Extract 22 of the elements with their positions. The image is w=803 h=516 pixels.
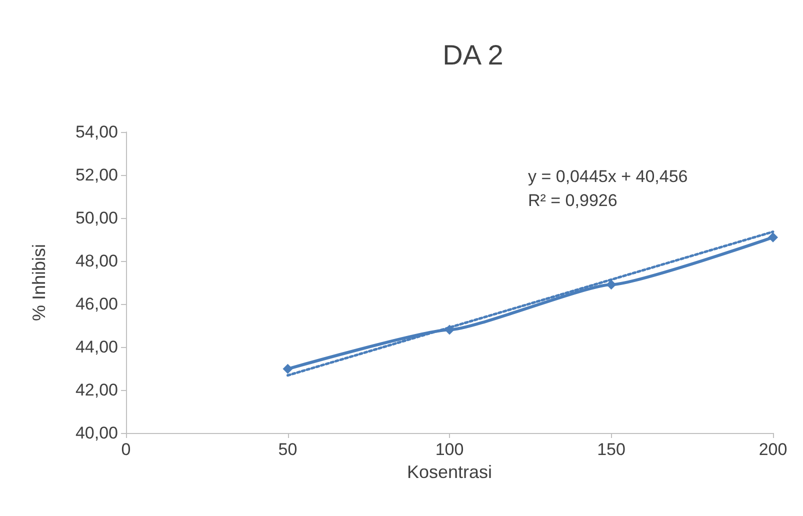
x-tick-label: 0 xyxy=(121,440,131,459)
point xyxy=(606,280,616,290)
y-tick-label: 54,00 xyxy=(75,122,118,142)
y-tick-label: 44,00 xyxy=(75,338,118,356)
x-tick-label: 50 xyxy=(278,440,298,459)
x-axis-title: Kosentrasi xyxy=(406,462,492,482)
point xyxy=(768,232,778,242)
y-tick-label: 52,00 xyxy=(75,166,118,184)
y-axis-title: % Inhibisi xyxy=(29,244,49,322)
y-tick-label: 46,00 xyxy=(75,294,118,314)
chart-title: DA 2 xyxy=(442,40,504,70)
y-tick-label: 48,00 xyxy=(75,252,118,270)
x-tick-label: 150 xyxy=(597,440,626,459)
y-tick-label: 42,00 xyxy=(75,380,118,400)
annotation: R² = 0,9926 xyxy=(528,191,618,210)
y-tick-label: 40,00 xyxy=(75,424,118,442)
y-tick-label: 50,00 xyxy=(75,208,118,228)
point xyxy=(444,324,454,335)
x-tick-label: 200 xyxy=(758,440,788,459)
annotation: y = 0,0445x + 40,456 xyxy=(528,167,688,186)
point xyxy=(282,364,293,374)
x-tick-label: 100 xyxy=(435,440,464,459)
